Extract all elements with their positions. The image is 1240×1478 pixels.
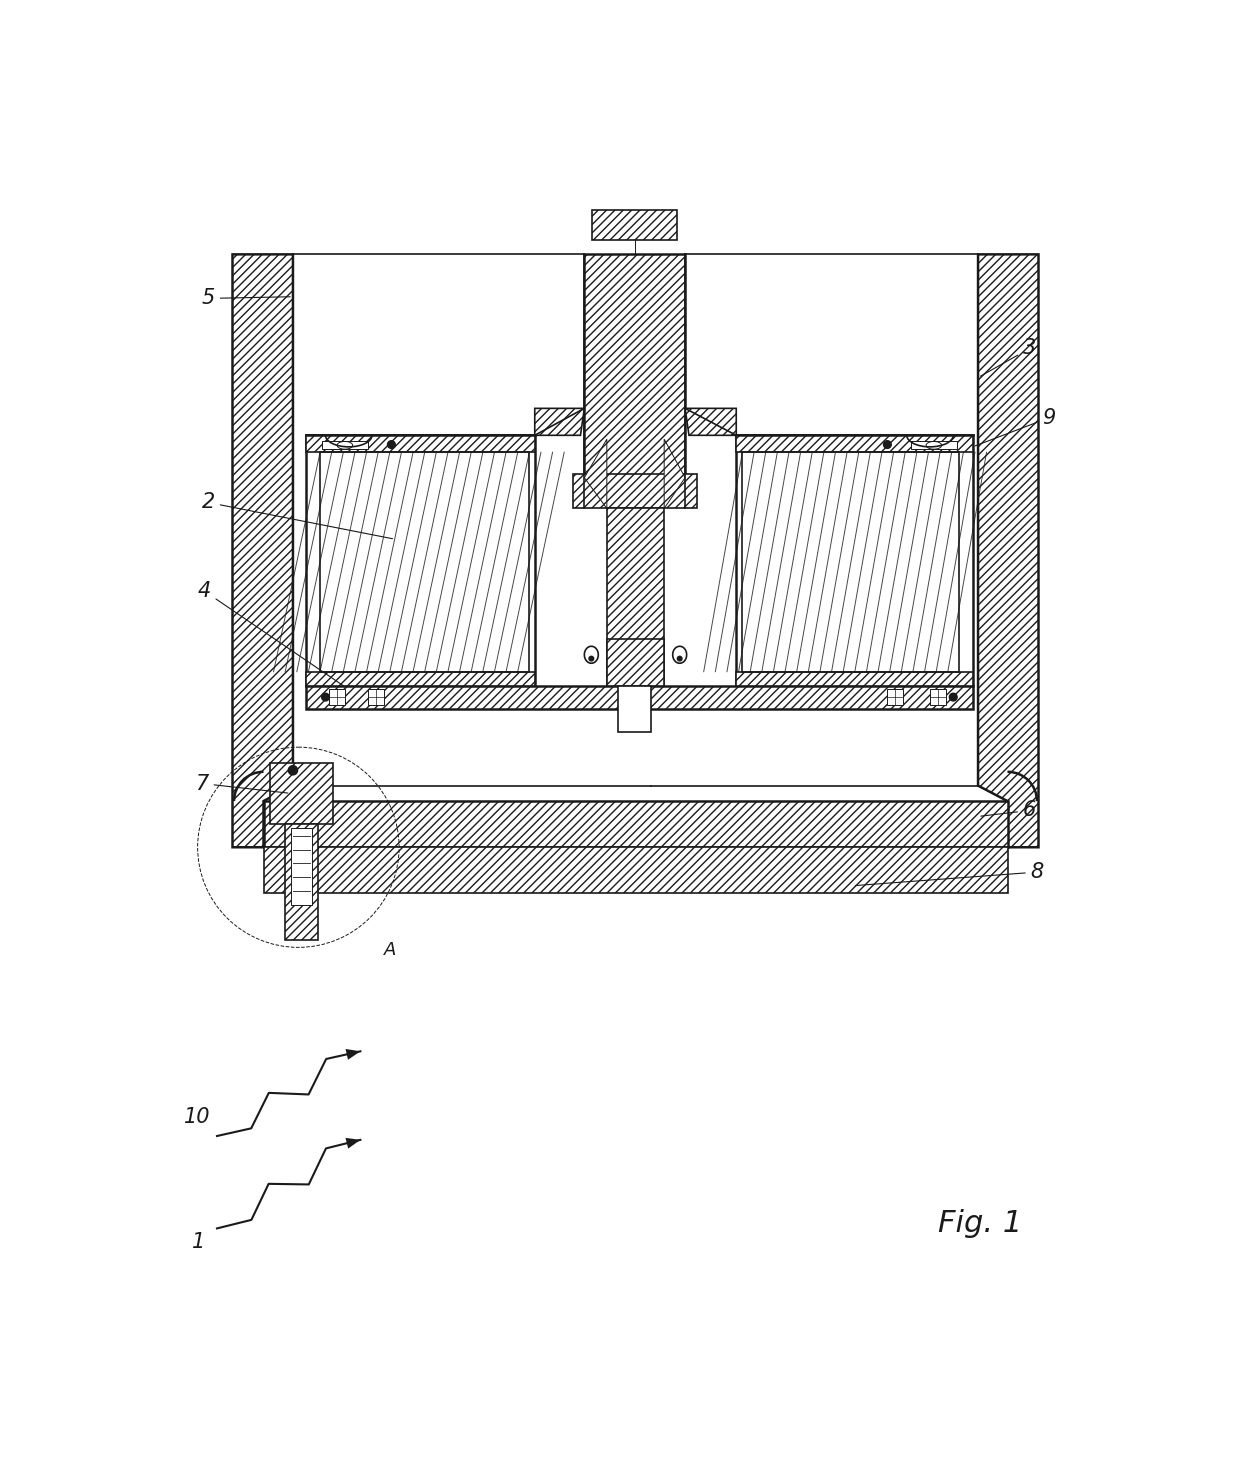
Bar <box>743 452 959 671</box>
Bar <box>368 689 383 705</box>
Bar <box>330 689 345 705</box>
Text: 4: 4 <box>197 581 346 687</box>
Bar <box>320 452 528 671</box>
Polygon shape <box>346 1049 361 1060</box>
Polygon shape <box>321 442 368 449</box>
Bar <box>306 436 534 452</box>
Circle shape <box>883 440 892 448</box>
Polygon shape <box>584 254 684 477</box>
Circle shape <box>321 693 330 701</box>
Bar <box>737 436 972 452</box>
Text: 1: 1 <box>192 1231 206 1252</box>
Text: 3: 3 <box>981 338 1037 377</box>
Text: 2: 2 <box>201 492 393 538</box>
Bar <box>737 671 972 686</box>
Bar <box>285 825 317 940</box>
Circle shape <box>589 656 594 661</box>
Bar <box>888 689 903 705</box>
Polygon shape <box>270 763 334 825</box>
Circle shape <box>677 656 682 661</box>
Polygon shape <box>263 847 1007 894</box>
Text: 7: 7 <box>196 773 288 794</box>
Polygon shape <box>263 801 1007 847</box>
Polygon shape <box>573 474 697 508</box>
Bar <box>291 828 311 905</box>
Text: 8: 8 <box>856 862 1044 885</box>
Polygon shape <box>606 640 665 686</box>
Polygon shape <box>978 254 1039 847</box>
Text: 9: 9 <box>975 408 1055 446</box>
Polygon shape <box>910 442 957 449</box>
Text: 10: 10 <box>185 1107 211 1126</box>
Polygon shape <box>684 408 737 436</box>
Bar <box>737 436 972 686</box>
Bar <box>306 436 534 686</box>
Circle shape <box>289 766 298 774</box>
Text: 5: 5 <box>201 288 290 309</box>
Polygon shape <box>665 439 684 508</box>
Polygon shape <box>346 1138 361 1148</box>
Polygon shape <box>606 508 665 686</box>
Circle shape <box>387 440 396 448</box>
Text: Fig. 1: Fig. 1 <box>937 1209 1022 1239</box>
Polygon shape <box>233 254 293 847</box>
Circle shape <box>950 693 957 701</box>
Text: 6: 6 <box>981 801 1037 820</box>
Bar <box>306 671 534 686</box>
Bar <box>930 689 945 705</box>
Text: A: A <box>383 941 396 959</box>
Polygon shape <box>306 686 972 708</box>
Polygon shape <box>584 439 606 508</box>
Polygon shape <box>534 408 584 436</box>
Bar <box>619 686 651 732</box>
Bar <box>593 210 677 241</box>
